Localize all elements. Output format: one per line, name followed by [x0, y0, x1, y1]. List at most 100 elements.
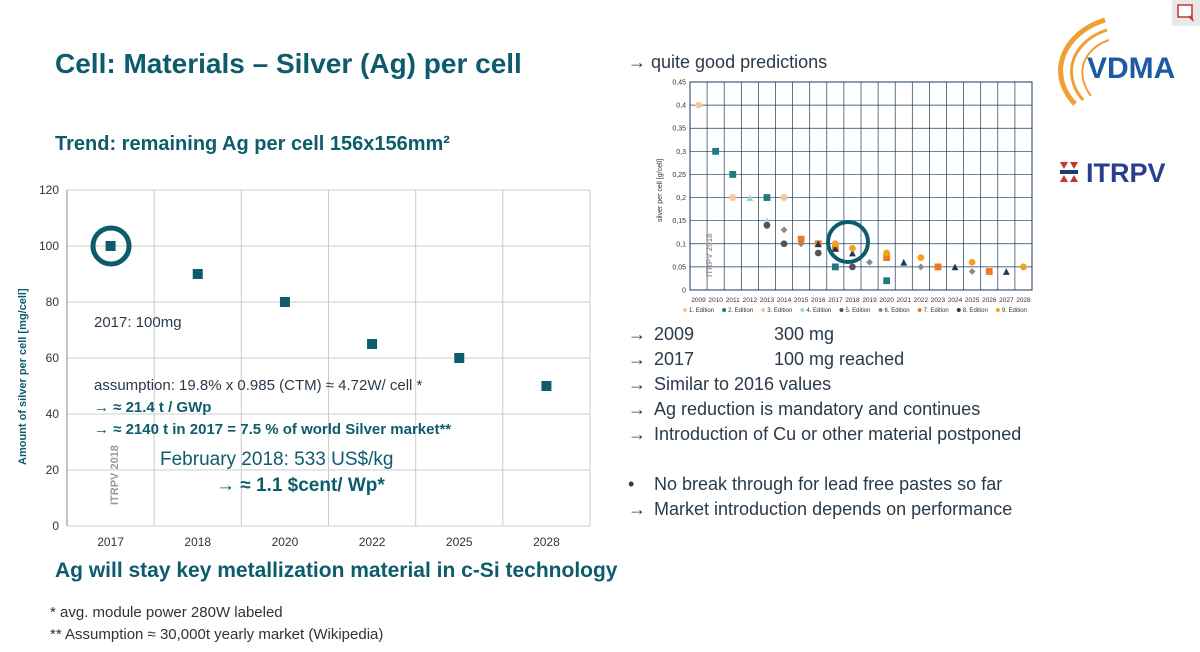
data-point	[985, 268, 993, 275]
bullet-marker: →	[628, 399, 646, 419]
x-tick-label: 2025	[965, 297, 980, 304]
x-tick-label: 2013	[760, 297, 775, 304]
x-tick-label: 2028	[1016, 297, 1031, 304]
y-tick-label: 120	[39, 183, 59, 197]
data-point	[797, 235, 805, 243]
x-tick-label: 2021	[897, 297, 912, 304]
x-tick-label: 2012	[743, 297, 758, 304]
bullet-label: Introduction of Cu or other material pos…	[654, 424, 1022, 444]
x-tick-label: 2009	[691, 297, 706, 304]
legend-item: 2. Edition	[728, 308, 753, 314]
data-point	[814, 249, 822, 257]
data-point	[105, 241, 116, 251]
right-heading: → quite good predictions	[628, 52, 828, 72]
data-point	[951, 263, 959, 271]
small-chart-legend: 1. Edition 2. Edition 3. Edition 4. Edition…	[683, 308, 1027, 314]
data-point	[367, 339, 378, 349]
x-tick-label: 2020	[879, 297, 894, 304]
slide-title: Cell: Materials – Silver (Ag) per cell	[55, 48, 522, 79]
highlight-circle	[90, 225, 132, 267]
y-tick-label: 0,05	[672, 264, 686, 271]
data-point	[712, 147, 720, 155]
data-point	[746, 194, 754, 201]
vdma-logo: VDMA	[1058, 17, 1175, 106]
data-point	[780, 226, 788, 234]
small-watermark: ITRPV 2018	[705, 233, 714, 277]
bullet-marker: →	[628, 499, 646, 519]
legend-item: 8. Edition	[963, 308, 988, 314]
bullet-value: 100 mg reached	[774, 349, 905, 369]
data-point	[1002, 268, 1010, 275]
data-point	[763, 194, 771, 201]
bullet-value: 300 mg	[774, 324, 835, 344]
y-tick-label: 0,1	[676, 241, 686, 248]
legend-marker	[761, 308, 766, 312]
x-tick-label: 2024	[948, 297, 963, 304]
y-tick-label: 0	[52, 519, 59, 533]
bullet-item: → Similar to 2016 values	[628, 374, 831, 395]
data-point	[831, 240, 839, 248]
data-point	[831, 245, 839, 252]
y-tick-label: 20	[46, 463, 60, 477]
small-y-axis-label: silver per cell [g/cell]	[657, 159, 664, 222]
x-tick-label: 2026	[982, 297, 997, 304]
y-tick-label: 0,45	[672, 80, 686, 87]
legend-marker	[878, 308, 883, 312]
y-tick-label: 0,4	[676, 103, 686, 110]
legend-marker	[995, 308, 1000, 312]
y-tick-label: 60	[46, 351, 60, 365]
legend-marker	[839, 308, 844, 312]
data-point	[729, 194, 737, 201]
bullet-marker: →	[628, 424, 646, 444]
price-text: February 2018: 533 US$/kg	[160, 449, 393, 470]
y-tick-label: 0	[682, 288, 686, 295]
x-tick-label: 2018	[845, 297, 860, 304]
footnote-1: * avg. module power 280W labeled	[50, 604, 283, 621]
x-tick-label: 2018	[184, 535, 211, 549]
x-tick-label: 2027	[999, 297, 1014, 304]
bullet-item: → Introduction of Cu or other material po…	[628, 424, 1021, 445]
bullet-marker: →	[628, 324, 646, 344]
bullet-item: → Market introduction depends on performa…	[628, 499, 1012, 520]
x-tick-label: 2025	[446, 535, 473, 549]
world-market-text: → ≈ 2140 t in 2017 = 7.5 % of world Silv…	[94, 421, 451, 438]
data-point	[900, 258, 908, 266]
comment-icon[interactable]	[1172, 0, 1200, 26]
bottom-statement: Ag will stay key metallization material …	[55, 559, 618, 582]
trend-title: Trend: remaining Ag per cell 156x156mm²	[55, 133, 450, 155]
itrpv-logo: ITRPV	[1060, 158, 1166, 188]
legend-marker	[917, 308, 922, 312]
bullet-item: → 2009 300 mg	[628, 324, 834, 345]
y-tick-label: 80	[46, 295, 60, 309]
y-tick-label: 40	[46, 407, 60, 421]
y-tick-label: 100	[39, 239, 59, 253]
data-point	[883, 277, 891, 285]
bullet-marker: →	[628, 374, 646, 394]
x-tick-label: 2023	[931, 297, 946, 304]
bullet-label: 2009	[654, 324, 695, 344]
data-point	[934, 263, 942, 271]
data-point	[968, 268, 976, 275]
y-axis-label: Amount of silver per cell [mg/cell]	[17, 288, 29, 465]
assumption-text: assumption: 19.8% x 0.985 (CTM) ≈ 4.72W/…	[94, 377, 423, 394]
data-point	[866, 258, 873, 266]
x-tick-label: 2019	[862, 297, 877, 304]
bullet-label: 2017	[654, 349, 695, 369]
x-tick-label: 2010	[708, 297, 723, 304]
x-tick-label: 2017	[828, 297, 843, 304]
data-point	[780, 240, 788, 248]
y-tick-label: 0,35	[672, 126, 686, 133]
bullet-label: Similar to 2016 values	[654, 374, 832, 394]
x-tick-label: 2014	[777, 297, 792, 304]
data-point	[780, 194, 788, 201]
x-tick-label: 2022	[914, 297, 929, 304]
itrpv-arrows-icon	[1060, 162, 1078, 182]
legend-item: 3. Edition	[767, 308, 792, 314]
data-point	[917, 254, 925, 262]
bullet-item: → 2017 100 mg reached	[628, 349, 904, 370]
legend-marker	[800, 308, 805, 312]
data-point	[279, 297, 290, 307]
cent-per-wp-text: → ≈ 1.1 $cent/ Wp*	[216, 475, 385, 496]
x-tick-label: 2011	[726, 297, 740, 304]
bullet-item: → Ag reduction is mandatory and continues	[628, 399, 980, 420]
